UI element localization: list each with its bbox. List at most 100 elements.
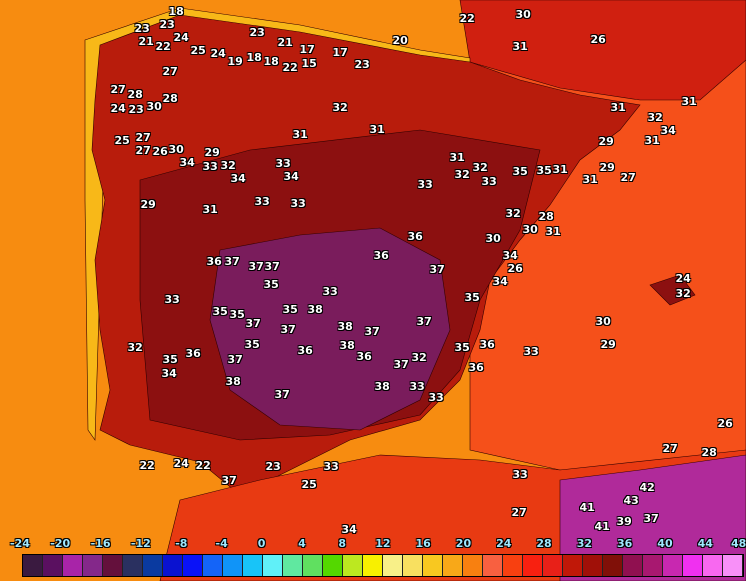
legend-tick-label: 44 xyxy=(697,537,713,550)
temperature-label: 37 xyxy=(274,388,290,401)
temperature-label: 34 xyxy=(230,172,246,185)
legend-swatch xyxy=(203,555,223,576)
temperature-label: 31 xyxy=(582,173,598,186)
legend-tick-label: 4 xyxy=(298,537,306,550)
temperature-label: 36 xyxy=(185,347,201,360)
temperature-label: 28 xyxy=(162,92,178,105)
temperature-label: 33 xyxy=(275,157,291,170)
temperature-label: 17 xyxy=(332,46,348,59)
legend-swatch xyxy=(183,555,203,576)
temperature-label: 37 xyxy=(416,315,432,328)
temperature-label: 18 xyxy=(168,5,184,18)
legend-swatch xyxy=(403,555,423,576)
temperature-label: 30 xyxy=(168,143,184,156)
legend-swatch xyxy=(83,555,103,576)
temperature-label: 35 xyxy=(229,308,245,321)
legend-swatch xyxy=(643,555,663,576)
legend-swatch xyxy=(383,555,403,576)
temperature-label: 33 xyxy=(512,468,528,481)
temperature-label: 32 xyxy=(127,341,143,354)
temperature-label: 21 xyxy=(277,36,293,49)
temperature-label: 37 xyxy=(643,512,659,525)
legend-swatch xyxy=(563,555,583,576)
temperature-label: 34 xyxy=(502,249,518,262)
temperature-label: 22 xyxy=(282,61,298,74)
temperature-label: 25 xyxy=(301,478,317,491)
temperature-label: 22 xyxy=(195,459,211,472)
temperature-label: 27 xyxy=(511,506,527,519)
legend-swatch xyxy=(683,555,703,576)
temperature-label: 30 xyxy=(515,8,531,21)
temperature-label: 26 xyxy=(590,33,606,46)
temperature-label: 35 xyxy=(263,278,279,291)
temperature-label: 19 xyxy=(227,55,243,68)
temperature-label: 34 xyxy=(660,124,676,137)
temperature-label: 34 xyxy=(179,156,195,169)
temperature-label: 37 xyxy=(221,474,237,487)
temperature-label: 22 xyxy=(139,459,155,472)
legend-tick-label: -12 xyxy=(130,537,151,550)
temperature-label: 23 xyxy=(128,103,144,116)
legend-tick-label: 28 xyxy=(536,537,552,550)
legend-swatch xyxy=(303,555,323,576)
temperature-label: 17 xyxy=(299,43,315,56)
temperature-label: 32 xyxy=(675,287,691,300)
temperature-label: 34 xyxy=(283,170,299,183)
temperature-label: 39 xyxy=(616,515,632,528)
legend-swatch xyxy=(23,555,43,576)
temperature-label: 30 xyxy=(522,223,538,236)
temperature-label: 31 xyxy=(449,151,465,164)
legend-swatch xyxy=(243,555,263,576)
legend-tick-label: 12 xyxy=(375,537,391,550)
legend-swatch xyxy=(623,555,643,576)
temperature-label: 24 xyxy=(173,31,189,44)
temperature-label: 35 xyxy=(244,338,260,351)
temperature-label: 28 xyxy=(538,210,554,223)
temperature-label: 22 xyxy=(459,12,475,25)
temperature-label: 37 xyxy=(264,260,280,273)
legend-tick-label: 40 xyxy=(657,537,673,550)
temperature-label: 35 xyxy=(212,305,228,318)
temperature-label: 31 xyxy=(552,163,568,176)
legend-tick-label: 16 xyxy=(415,537,431,550)
temperature-label: 32 xyxy=(411,351,427,364)
temperature-label: 33 xyxy=(202,160,218,173)
temperature-label: 33 xyxy=(322,285,338,298)
temperature-label: 37 xyxy=(245,317,261,330)
temperature-label: 15 xyxy=(301,57,317,70)
temperature-label: 33 xyxy=(164,293,180,306)
legend-tick-label: -4 xyxy=(215,537,228,550)
temperature-label: 24 xyxy=(110,102,126,115)
legend-tick-label: 20 xyxy=(455,537,472,550)
temperature-label: 36 xyxy=(373,249,389,262)
temperature-label: 35 xyxy=(162,353,178,366)
legend-swatch xyxy=(703,555,723,576)
temperature-label: 18 xyxy=(246,51,262,64)
temperature-label: 24 xyxy=(675,272,691,285)
temperature-label: 33 xyxy=(481,175,497,188)
temperature-label: 37 xyxy=(248,260,264,273)
temperature-label: 29 xyxy=(598,135,614,148)
legend-swatch xyxy=(63,555,83,576)
temperature-label: 31 xyxy=(681,95,697,108)
temperature-label: 22 xyxy=(155,40,171,53)
temperature-label: 29 xyxy=(600,338,616,351)
temperature-label: 30 xyxy=(146,100,162,113)
temperature-label: 33 xyxy=(409,380,425,393)
temperature-label: 36 xyxy=(479,338,495,351)
temperature-label: 43 xyxy=(623,494,639,507)
temperature-label: 18 xyxy=(263,55,279,68)
temperature-label: 28 xyxy=(127,88,143,101)
temperature-label: 37 xyxy=(224,255,240,268)
temperature-label: 32 xyxy=(647,111,663,124)
legend-tick-label: -24 xyxy=(10,537,30,550)
legend-swatch xyxy=(503,555,523,576)
temperature-label: 30 xyxy=(595,315,611,328)
temperature-label: 33 xyxy=(290,197,306,210)
temperature-label: 31 xyxy=(512,40,528,53)
legend-swatch xyxy=(43,555,63,576)
temperature-label: 25 xyxy=(114,134,130,147)
balearic-island xyxy=(649,274,696,306)
temperature-label: 36 xyxy=(407,230,423,243)
temperature-label: 35 xyxy=(464,291,480,304)
